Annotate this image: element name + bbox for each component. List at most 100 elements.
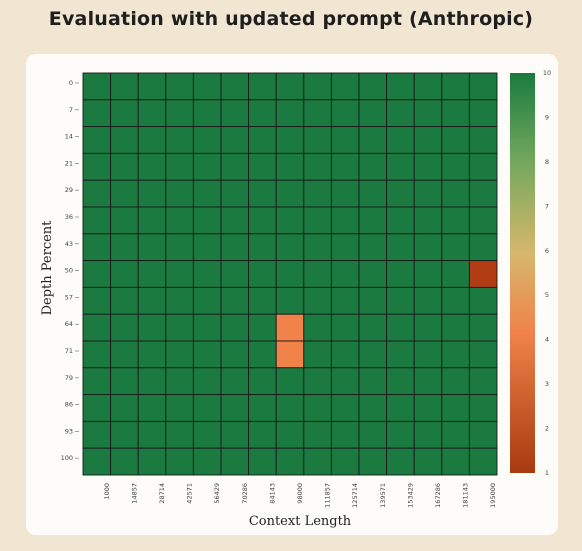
heatmap-cell <box>110 152 139 181</box>
heatmap-cell <box>275 367 305 396</box>
heatmap-cell <box>303 447 332 476</box>
heatmap-cell <box>248 340 277 369</box>
heatmap-cell <box>358 126 388 154</box>
heatmap-cell <box>386 260 415 288</box>
heatmap-cell <box>137 447 167 476</box>
heatmap-cell <box>468 99 498 128</box>
heatmap-cell <box>220 179 250 208</box>
heatmap-cell <box>248 313 277 342</box>
heatmap-cell <box>358 394 388 422</box>
heatmap-cell <box>358 313 388 342</box>
heatmap-cell <box>220 340 250 369</box>
y-tick-label: 21 <box>65 159 73 167</box>
heatmap-cell <box>468 233 498 262</box>
x-tick-label: 14857 <box>130 483 138 504</box>
heatmap-cell <box>441 447 470 476</box>
heatmap-cell <box>386 313 415 342</box>
heatmap-cell <box>330 72 360 101</box>
heatmap-cell <box>137 394 167 422</box>
heatmap-cell <box>386 447 415 476</box>
heatmap-cell <box>192 152 222 181</box>
y-tick-label: 0 <box>69 79 73 87</box>
colorbar-tick-label: 2 <box>545 425 549 433</box>
colorbar-tick-labels: 1 2 3 4 5 6 7 8 9 10 <box>543 69 551 477</box>
x-tick-label: 125714 <box>351 483 359 508</box>
heatmap-cell <box>441 99 470 128</box>
heatmap-cell <box>303 286 332 315</box>
heatmap-cell <box>441 233 470 262</box>
heatmap-cell <box>275 313 305 342</box>
heatmap-cell <box>468 394 498 422</box>
heatmap-cell <box>441 179 470 208</box>
heatmap-cell <box>413 126 443 154</box>
x-tick-label: 195000 <box>489 483 497 508</box>
heatmap-cell <box>358 99 388 128</box>
colorbar-tick-label: 7 <box>545 202 549 210</box>
heatmap-cell <box>192 447 222 476</box>
heatmap-cell <box>110 99 139 128</box>
heatmap-cell <box>165 179 194 208</box>
heatmap-cell <box>165 233 194 262</box>
heatmap-cell <box>82 367 112 396</box>
heatmap-cell <box>82 233 112 262</box>
y-tick-label: 7 <box>69 106 73 114</box>
heatmap-cell <box>303 206 332 235</box>
heatmap-cell <box>165 313 194 342</box>
heatmap-cell <box>275 447 305 476</box>
heatmap-cell <box>413 286 443 315</box>
heatmap-cell <box>275 340 305 369</box>
heatmap-cell <box>82 286 112 315</box>
heatmap-cell <box>441 152 470 181</box>
heatmap-cell <box>441 340 470 369</box>
heatmap-cell <box>386 286 415 315</box>
heatmap-cell <box>220 313 250 342</box>
heatmap-cell <box>137 420 167 449</box>
heatmap-cell <box>220 72 250 101</box>
colorbar-tick-label: 9 <box>545 113 549 121</box>
heatmap-cell <box>358 233 388 262</box>
heatmap-cell <box>82 447 112 476</box>
heatmap-cell <box>441 394 470 422</box>
heatmap-cell <box>441 206 470 235</box>
heatmap-cell <box>358 206 388 235</box>
heatmap-cell <box>386 394 415 422</box>
x-tick-label: 84143 <box>268 483 276 504</box>
heatmap-cell <box>165 367 194 396</box>
heatmap-cell <box>303 99 332 128</box>
heatmap-cell <box>82 126 112 154</box>
heatmap-cell <box>192 126 222 154</box>
heatmap-cell <box>220 447 250 476</box>
y-tick-label: 57 <box>65 293 73 301</box>
heatmap-cell <box>137 233 167 262</box>
heatmap-cell <box>82 206 112 235</box>
heatmap-cell <box>303 260 332 288</box>
heatmap-cell <box>358 447 388 476</box>
x-tick-label: 56429 <box>213 483 221 504</box>
heatmap-cell <box>413 367 443 396</box>
heatmap-cell <box>137 260 167 288</box>
heatmap-cell <box>110 447 139 476</box>
heatmap-cell <box>248 99 277 128</box>
heatmap-cell <box>165 394 194 422</box>
heatmap-cell <box>413 152 443 181</box>
heatmap-cell <box>137 72 167 101</box>
heatmap-cell <box>192 179 222 208</box>
heatmap-cell <box>330 152 360 181</box>
heatmap-cell <box>468 126 498 154</box>
heatmap-cell <box>413 72 443 101</box>
y-tick-label: 50 <box>65 267 73 275</box>
heatmap-cell <box>220 394 250 422</box>
heatmap-cell <box>413 313 443 342</box>
heatmap-cell <box>386 152 415 181</box>
heatmap-cell <box>358 72 388 101</box>
heatmap-cell <box>303 72 332 101</box>
heatmap-cell <box>275 206 305 235</box>
y-tick-label: 14 <box>65 133 73 141</box>
heatmap-cell <box>358 340 388 369</box>
heatmap-cell <box>330 126 360 154</box>
heatmap-cell <box>413 447 443 476</box>
heatmap-cell <box>468 152 498 181</box>
heatmap-cell <box>110 340 139 369</box>
heatmap-cell <box>275 233 305 262</box>
heatmap-cell <box>441 367 470 396</box>
